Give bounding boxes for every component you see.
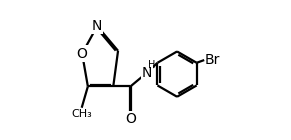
Text: H: H: [148, 60, 155, 70]
Text: N: N: [142, 66, 152, 80]
Text: Br: Br: [205, 53, 220, 67]
Text: O: O: [125, 112, 136, 126]
Text: O: O: [77, 46, 88, 60]
Text: N: N: [92, 19, 102, 33]
Text: CH₃: CH₃: [71, 109, 92, 119]
